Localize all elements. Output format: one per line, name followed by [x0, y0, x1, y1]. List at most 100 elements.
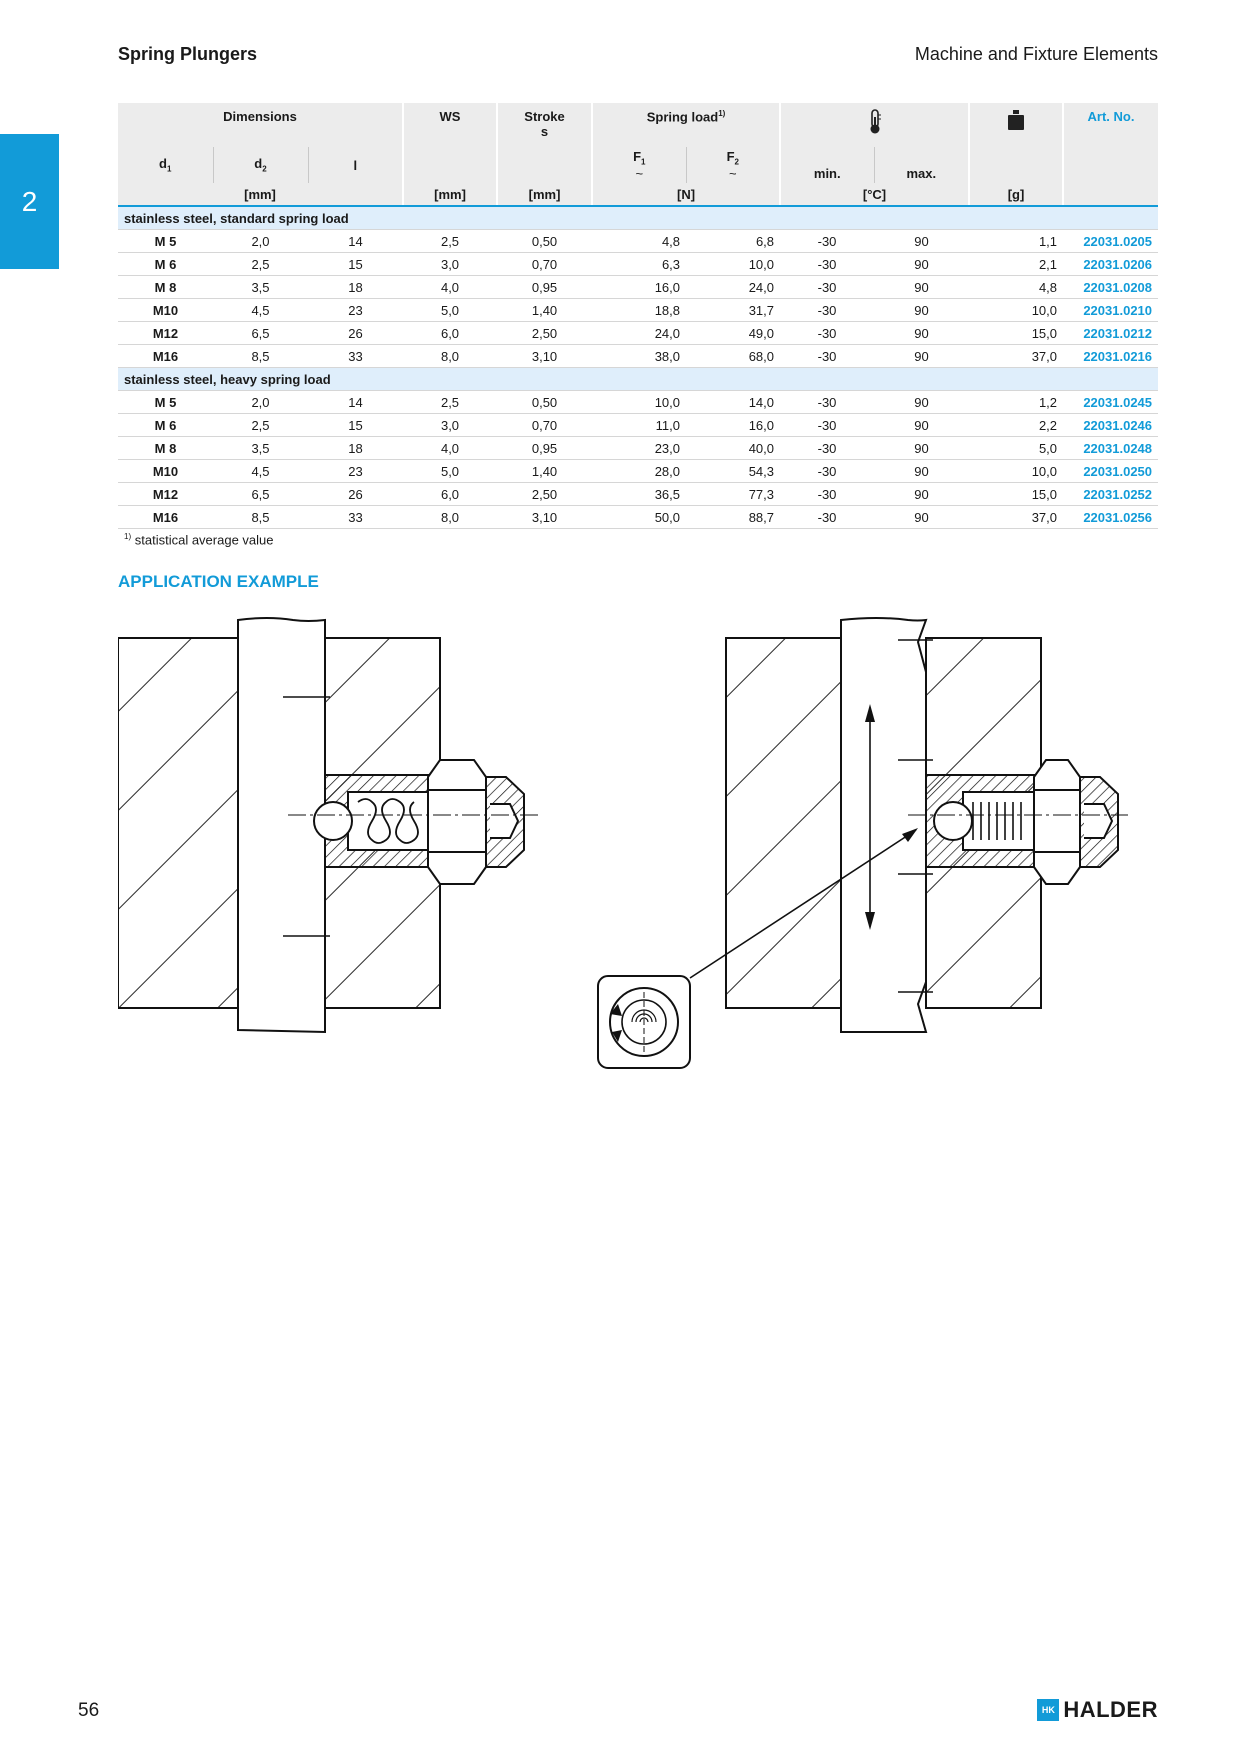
table-cell: 90 — [874, 390, 970, 414]
table-cell: 90 — [874, 229, 970, 253]
table-cell: 14 — [308, 229, 404, 253]
logo-mark: HK — [1037, 1699, 1060, 1721]
art-no-link[interactable]: 22031.0252 — [1063, 482, 1159, 506]
table-cell: 18 — [308, 436, 404, 460]
table-cell: 40,0 — [686, 436, 781, 460]
table-cell: 33 — [308, 505, 404, 529]
table-cell: 4,8 — [969, 275, 1064, 299]
thread-size: M 6 — [118, 252, 213, 276]
art-no-link[interactable]: 22031.0216 — [1063, 344, 1159, 368]
table-cell: 3,0 — [403, 413, 498, 437]
table-cell: 90 — [874, 321, 970, 345]
table-cell: 5,0 — [969, 436, 1064, 460]
group-header: stainless steel, standard spring load — [118, 206, 1159, 230]
art-no-link[interactable]: 22031.0256 — [1063, 505, 1159, 529]
table-cell: 2,5 — [403, 229, 498, 253]
table-cell: 0,95 — [497, 436, 593, 460]
table-row: M 6 2,5 15 3,0 0,70 11,0 16,0 -30 90 2,2 22031.024… — [118, 413, 1159, 437]
table-cell: -30 — [780, 298, 875, 322]
thread-size: M 5 — [118, 229, 213, 253]
table-cell: 0,70 — [497, 413, 593, 437]
group-header: stainless steel, heavy spring load — [118, 367, 1159, 391]
table-cell: 0,95 — [497, 275, 593, 299]
table-cell: 0,70 — [497, 252, 593, 276]
table-cell: 15 — [308, 252, 404, 276]
table-row: M 8 3,5 18 4,0 0,95 23,0 40,0 -30 90 5,0 22031.024… — [118, 436, 1159, 460]
table-cell: 36,5 — [592, 482, 687, 506]
table-cell: 90 — [874, 298, 970, 322]
table-cell: 6,5 — [213, 321, 308, 345]
art-no-link[interactable]: 22031.0210 — [1063, 298, 1159, 322]
table-cell: 4,5 — [213, 298, 308, 322]
thread-size: M10 — [118, 298, 213, 322]
table-cell: -30 — [780, 252, 875, 276]
table-cell: 8,0 — [403, 505, 498, 529]
table-cell: -30 — [780, 229, 875, 253]
table-cell: 14,0 — [686, 390, 781, 414]
table-cell: 11,0 — [592, 413, 687, 437]
table-row: M10 4,5 23 5,0 1,40 18,8 31,7 -30 90 10,0 22031.02… — [118, 298, 1159, 322]
table-cell: 90 — [874, 413, 970, 437]
table-cell: 90 — [874, 482, 970, 506]
art-no-link[interactable]: 22031.0246 — [1063, 413, 1159, 437]
col-weight — [968, 103, 1064, 147]
art-no-link[interactable]: 22031.0208 — [1063, 275, 1159, 299]
table-row: M 6 2,5 15 3,0 0,70 6,3 10,0 -30 90 2,1 22031.0206 — [118, 252, 1159, 276]
table-row: M 5 2,0 14 2,5 0,50 10,0 14,0 -30 90 1,2 22031.024… — [118, 390, 1159, 414]
thermometer-icon — [870, 109, 881, 134]
weight-icon — [1008, 110, 1025, 130]
table-cell: 23 — [308, 298, 404, 322]
table-cell: 10,0 — [969, 298, 1064, 322]
table-cell: 2,50 — [497, 482, 593, 506]
group-title: stainless steel, heavy spring load — [118, 367, 1159, 391]
art-no-link[interactable]: 22031.0205 — [1063, 229, 1159, 253]
col-f2: F2 ~ — [685, 147, 781, 183]
table-cell: 3,0 — [403, 252, 498, 276]
art-no-link[interactable]: 22031.0248 — [1063, 436, 1159, 460]
table-cell: 2,2 — [969, 413, 1064, 437]
table-cell: 88,7 — [686, 505, 781, 529]
col-l: l — [307, 147, 404, 183]
table-cell: 1,1 — [969, 229, 1064, 253]
table-cell: 33 — [308, 344, 404, 368]
table-cell: 8,0 — [403, 344, 498, 368]
table-cell: 10,0 — [686, 252, 781, 276]
col-d1: d1 — [118, 147, 213, 183]
art-no-link[interactable]: 22031.0206 — [1063, 252, 1159, 276]
col-d2: d2 — [212, 147, 308, 183]
table-cell: 49,0 — [686, 321, 781, 345]
art-no-link[interactable]: 22031.0212 — [1063, 321, 1159, 345]
art-no-link[interactable]: 22031.0250 — [1063, 459, 1159, 483]
table-cell: -30 — [780, 436, 875, 460]
art-no-link[interactable]: 22031.0245 — [1063, 390, 1159, 414]
table-cell: 31,7 — [686, 298, 781, 322]
table-cell: -30 — [780, 413, 875, 437]
chapter-tab[interactable]: 2 — [0, 134, 59, 269]
table-cell: 2,0 — [213, 229, 308, 253]
table-cell: 4,5 — [213, 459, 308, 483]
table-cell: 6,8 — [686, 229, 781, 253]
table-cell: 26 — [308, 321, 404, 345]
table-cell: 1,40 — [497, 459, 593, 483]
unit-stroke: [mm] — [496, 183, 593, 207]
table-cell: 23,0 — [592, 436, 687, 460]
col-f1: F1 ~ — [591, 147, 687, 183]
table-row: M16 8,5 33 8,0 3,10 50,0 88,7 -30 90 37,0 22031.02… — [118, 505, 1159, 529]
table-cell: 90 — [874, 459, 970, 483]
table-cell: 5,0 — [403, 459, 498, 483]
table-row: M10 4,5 23 5,0 1,40 28,0 54,3 -30 90 10,0 22031.02… — [118, 459, 1159, 483]
thread-size: M 6 — [118, 413, 213, 437]
table-cell: 15 — [308, 413, 404, 437]
table-cell: 2,5 — [213, 413, 308, 437]
table-cell: 2,50 — [497, 321, 593, 345]
table-cell: 90 — [874, 344, 970, 368]
col-spring-load: Spring load1) — [591, 103, 781, 147]
table-cell: 15,0 — [969, 321, 1064, 345]
table-cell: 6,0 — [403, 321, 498, 345]
table-cell: 6,3 — [592, 252, 687, 276]
table-cell: 90 — [874, 505, 970, 529]
table-cell: -30 — [780, 390, 875, 414]
table-cell: 15,0 — [969, 482, 1064, 506]
table-cell: 16,0 — [686, 413, 781, 437]
table-cell: 16,0 — [592, 275, 687, 299]
